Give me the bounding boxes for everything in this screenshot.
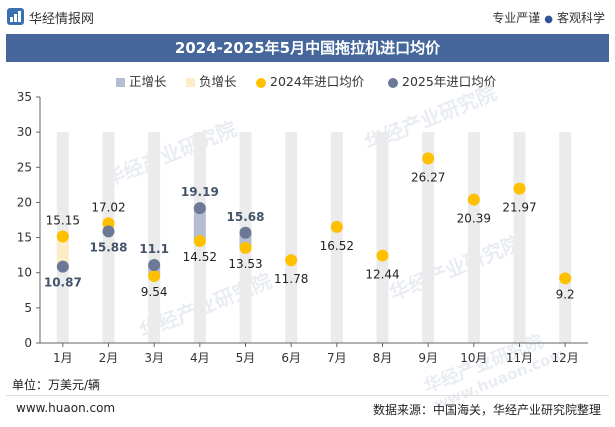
month-background-column	[148, 132, 161, 343]
x-tick-label: 4月	[190, 351, 210, 365]
point-2024	[330, 220, 343, 233]
y-tick-label: 35	[17, 90, 32, 104]
point-2024	[193, 234, 206, 247]
data-label-2024: 12.44	[365, 268, 399, 282]
chart-legend: 正增长 负增长 2024年进口均价 2025年进口均价	[0, 72, 615, 92]
x-tick-label: 8月	[373, 351, 393, 365]
huajing-logo-icon	[7, 8, 24, 25]
legend-label-positive: 正增长	[129, 74, 167, 89]
legend-item-2025: 2025年进口均价	[388, 72, 496, 92]
unit-label: 单位：万美元/辆	[12, 378, 101, 392]
growth-bar-negative	[56, 236, 69, 267]
month-background-column	[513, 132, 526, 343]
y-tick-label: 15	[17, 231, 32, 245]
data-label-2024: 14.52	[183, 250, 217, 264]
month-background-column	[102, 132, 115, 343]
y-tick-label: 5	[24, 301, 32, 315]
x-tick-label: 6月	[281, 351, 301, 365]
legend-item-negative: 负增长	[186, 72, 237, 92]
point-2024	[467, 193, 480, 206]
legend-swatch-negative	[186, 78, 195, 87]
x-tick-label: 5月	[236, 351, 256, 365]
header-bar: 华经情报网 专业严谨 ● 客观科学	[0, 0, 615, 33]
legend-swatch-positive	[116, 78, 125, 87]
y-tick-label: 0	[24, 336, 32, 350]
y-tick-label: 10	[17, 266, 32, 280]
data-label-2024: 17.02	[91, 200, 125, 214]
x-tick-label: 1月	[53, 351, 73, 365]
point-2025	[148, 258, 161, 271]
point-2025	[102, 225, 115, 238]
data-source: 数据来源：中国海关，华经产业研究院整理	[372, 403, 601, 417]
legend-item-2024: 2024年进口均价	[256, 72, 364, 92]
point-2024	[422, 152, 435, 165]
data-label-2025: 15.68	[227, 210, 265, 224]
data-label-2024: 9.54	[141, 285, 168, 299]
month-background-column	[285, 132, 298, 343]
point-2024	[513, 182, 526, 195]
point-2024	[559, 272, 572, 285]
footer-divider	[6, 395, 609, 396]
data-label-2024: 13.53	[228, 257, 262, 271]
x-tick-label: 12月	[552, 351, 579, 365]
month-background-column	[376, 132, 389, 343]
x-tick-label: 10月	[460, 351, 487, 365]
data-label-2024: 11.78	[274, 272, 308, 286]
legend-label-2024: 2024年进口均价	[270, 74, 365, 89]
slogan-right: 客观科学	[556, 11, 605, 25]
y-tick-label: 25	[17, 160, 32, 174]
data-label-2025: 11.1	[139, 242, 169, 256]
point-2024	[148, 269, 161, 282]
month-background-column	[467, 132, 480, 343]
data-label-2024: 20.39	[457, 212, 491, 226]
data-label-2024: 26.27	[411, 170, 445, 184]
x-tick-label: 2月	[99, 351, 119, 365]
x-tick-label: 3月	[144, 351, 164, 365]
point-2024	[376, 249, 389, 262]
slogan: 专业严谨 ● 客观科学	[492, 9, 605, 26]
data-label-2024: 9.2	[556, 287, 575, 301]
growth-bar-positive	[193, 208, 206, 241]
y-tick-label: 20	[17, 195, 32, 209]
legend-item-positive: 正增长	[116, 72, 167, 92]
legend-swatch-2025	[388, 77, 398, 88]
x-tick-label: 7月	[327, 351, 347, 365]
legend-label-2025: 2025年进口均价	[402, 74, 497, 89]
data-label-2025: 19.19	[181, 185, 219, 199]
point-2025	[239, 226, 252, 239]
x-tick-label: 11月	[506, 351, 533, 365]
brand-name: 华经情报网	[29, 12, 95, 27]
data-label-2025: 10.87	[44, 276, 82, 290]
legend-swatch-2024	[256, 77, 266, 88]
point-2025	[56, 260, 69, 273]
month-background-column	[559, 132, 572, 343]
data-label-2024: 15.15	[46, 214, 80, 228]
chart-title: 2024-2025年5月中国拖拉机进口均价	[6, 34, 609, 62]
point-2025	[193, 202, 206, 215]
point-2024	[285, 254, 298, 267]
month-background-column	[422, 132, 435, 343]
month-background-column	[330, 132, 343, 343]
x-tick-label: 9月	[418, 351, 438, 365]
legend-label-negative: 负增长	[199, 74, 237, 89]
slogan-left: 专业严谨	[492, 11, 541, 25]
data-label-2025: 15.88	[90, 240, 128, 254]
data-label-2024: 16.52	[320, 239, 354, 253]
data-label-2024: 21.97	[502, 201, 536, 215]
site-url: www.huaon.com	[16, 401, 116, 415]
point-2024	[56, 230, 69, 243]
bullet-dot-icon: ●	[544, 14, 553, 25]
y-tick-label: 30	[17, 125, 32, 139]
point-2024	[239, 241, 252, 254]
